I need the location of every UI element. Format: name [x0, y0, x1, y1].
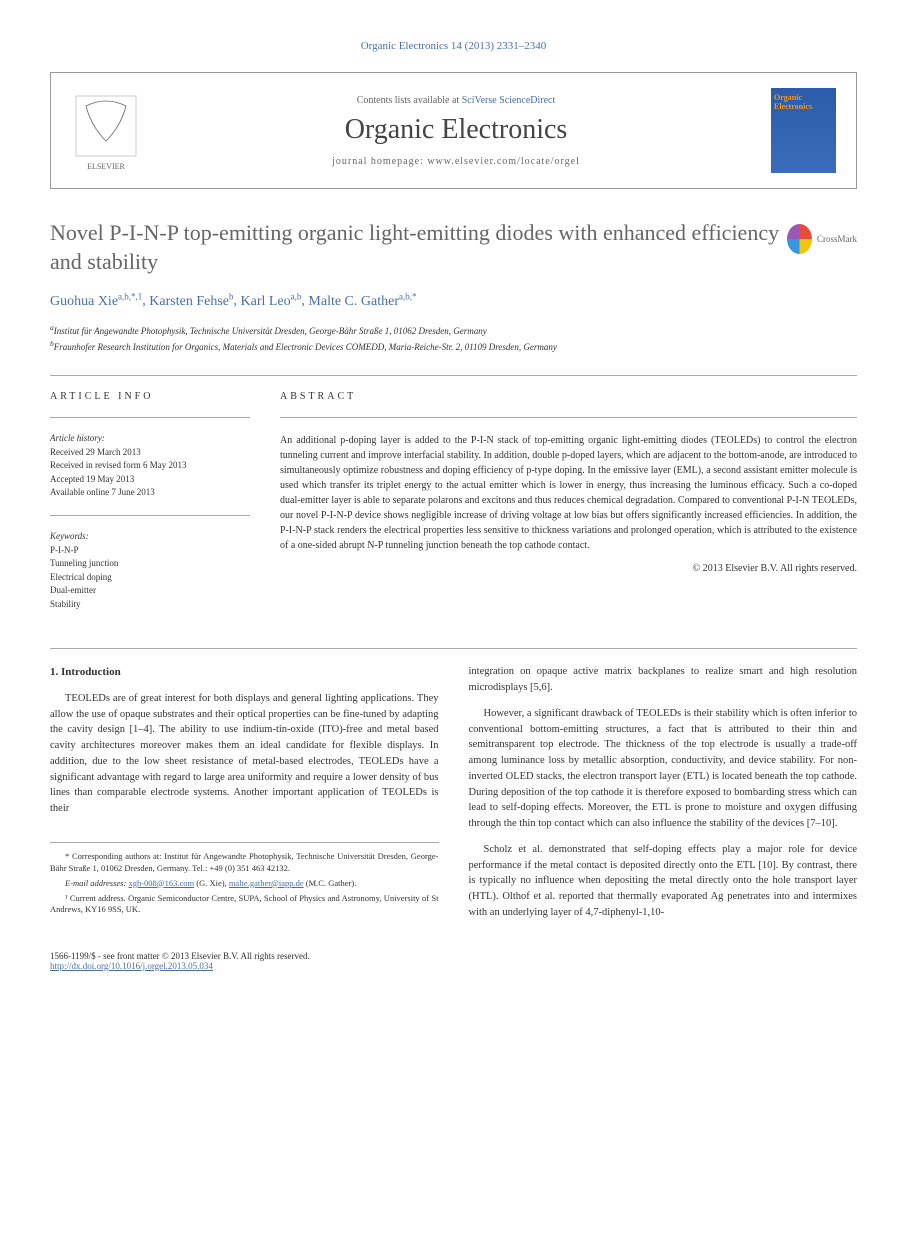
homepage-url: www.elsevier.com/locate/orgel — [427, 156, 580, 167]
elsevier-logo: ELSEVIER — [71, 91, 141, 171]
body-columns: 1. Introduction TEOLEDs are of great int… — [50, 664, 857, 930]
divider — [50, 648, 857, 649]
author: Karsten Fehseb — [149, 294, 233, 309]
page-footer: 1566-1199/$ - see front matter © 2013 El… — [50, 951, 857, 971]
article-history-section: Article history: Received 29 March 2013 … — [50, 433, 250, 500]
affiliation: aInstitut für Angewandte Photophysik, Te… — [50, 322, 857, 339]
keyword: Stability — [50, 598, 250, 612]
emails-label: E-mail addresses: — [65, 878, 126, 888]
author-email-link[interactable]: malte.gather@iapp.de — [229, 878, 304, 888]
history-item: Accepted 19 May 2013 — [50, 473, 250, 487]
journal-homepage-line: journal homepage: www.elsevier.com/locat… — [156, 156, 756, 167]
sciencedirect-link[interactable]: SciVerse ScienceDirect — [462, 95, 556, 106]
author-email-link[interactable]: xgh-008@163.com — [128, 878, 194, 888]
keywords-label: Keywords: — [50, 531, 250, 541]
running-header: Organic Electronics 14 (2013) 2331–2340 — [50, 40, 857, 52]
divider — [50, 417, 250, 418]
author: Guohua Xiea,b,*,1 — [50, 294, 142, 309]
abstract-copyright: © 2013 Elsevier B.V. All rights reserved… — [280, 563, 857, 574]
divider — [50, 515, 250, 516]
info-abstract-row: ARTICLE INFO Article history: Received 2… — [50, 391, 857, 624]
body-column-left: 1. Introduction TEOLEDs are of great int… — [50, 664, 439, 930]
article-info-heading: ARTICLE INFO — [50, 391, 250, 402]
footer-copyright-block: 1566-1199/$ - see front matter © 2013 El… — [50, 951, 310, 971]
affiliations: aInstitut für Angewandte Photophysik, Te… — [50, 322, 857, 355]
keyword: Dual-emitter — [50, 584, 250, 598]
crossmark-icon — [787, 224, 812, 254]
author: Karl Leoa,b — [241, 294, 302, 309]
journal-cover-thumbnail: Organic Electronics — [771, 88, 836, 173]
history-item: Available online 7 June 2013 — [50, 486, 250, 500]
history-item: Received 29 March 2013 — [50, 446, 250, 460]
email-addresses-line: E-mail addresses: xgh-008@163.com (G. Xi… — [50, 878, 439, 890]
cover-thumb-label: Organic Electronics — [774, 93, 836, 111]
current-address-note: ¹ Current address. Organic Semiconductor… — [50, 893, 439, 917]
body-column-right: integration on opaque active matrix back… — [469, 664, 858, 930]
journal-header-box: ELSEVIER Contents lists available at Sci… — [50, 72, 857, 189]
svg-text:ELSEVIER: ELSEVIER — [87, 162, 125, 171]
authors-line: Guohua Xiea,b,*,1, Karsten Fehseb, Karl … — [50, 291, 857, 310]
abstract-column: ABSTRACT An additional p-doping layer is… — [280, 391, 857, 624]
keyword: Tunneling junction — [50, 557, 250, 571]
keyword: P-I-N-P — [50, 544, 250, 558]
abstract-text: An additional p-doping layer is added to… — [280, 433, 857, 553]
journal-name: Organic Electronics — [156, 114, 756, 146]
author-email-name: (M.C. Gather) — [306, 878, 354, 888]
divider — [280, 417, 857, 418]
body-paragraph: integration on opaque active matrix back… — [469, 664, 858, 696]
contents-available-line: Contents lists available at SciVerse Sci… — [156, 95, 756, 106]
author-email-name: (G. Xie) — [196, 878, 224, 888]
page-container: Organic Electronics 14 (2013) 2331–2340 … — [0, 0, 907, 1011]
affiliation: bFraunhofer Research Institution for Org… — [50, 338, 857, 355]
author: Malte C. Gathera,b,* — [308, 294, 416, 309]
divider — [50, 375, 857, 376]
article-title: Novel P-I-N-P top-emitting organic light… — [50, 219, 857, 276]
section-heading: 1. Introduction — [50, 664, 439, 681]
history-item: Received in revised form 6 May 2013 — [50, 459, 250, 473]
doi-link[interactable]: http://dx.doi.org/10.1016/j.orgel.2013.0… — [50, 961, 213, 971]
crossmark-badge[interactable]: CrossMark — [787, 219, 857, 259]
contents-prefix: Contents lists available at — [357, 95, 462, 106]
header-center: Contents lists available at SciVerse Sci… — [156, 95, 756, 167]
history-label: Article history: — [50, 433, 250, 443]
abstract-heading: ABSTRACT — [280, 391, 857, 402]
body-paragraph: TEOLEDs are of great interest for both d… — [50, 691, 439, 817]
footnotes-block: * Corresponding authors at: Institut für… — [50, 842, 439, 916]
keywords-section: Keywords: P-I-N-P Tunneling junction Ele… — [50, 531, 250, 612]
homepage-prefix: journal homepage: — [332, 156, 427, 167]
crossmark-label: CrossMark — [817, 234, 857, 244]
article-info-column: ARTICLE INFO Article history: Received 2… — [50, 391, 250, 624]
corresponding-author-note: * Corresponding authors at: Institut für… — [50, 851, 439, 875]
keyword: Electrical doping — [50, 571, 250, 585]
body-paragraph: Scholz et al. demonstrated that self-dop… — [469, 842, 858, 921]
body-paragraph: However, a significant drawback of TEOLE… — [469, 706, 858, 832]
footer-front-matter: 1566-1199/$ - see front matter © 2013 El… — [50, 951, 310, 961]
